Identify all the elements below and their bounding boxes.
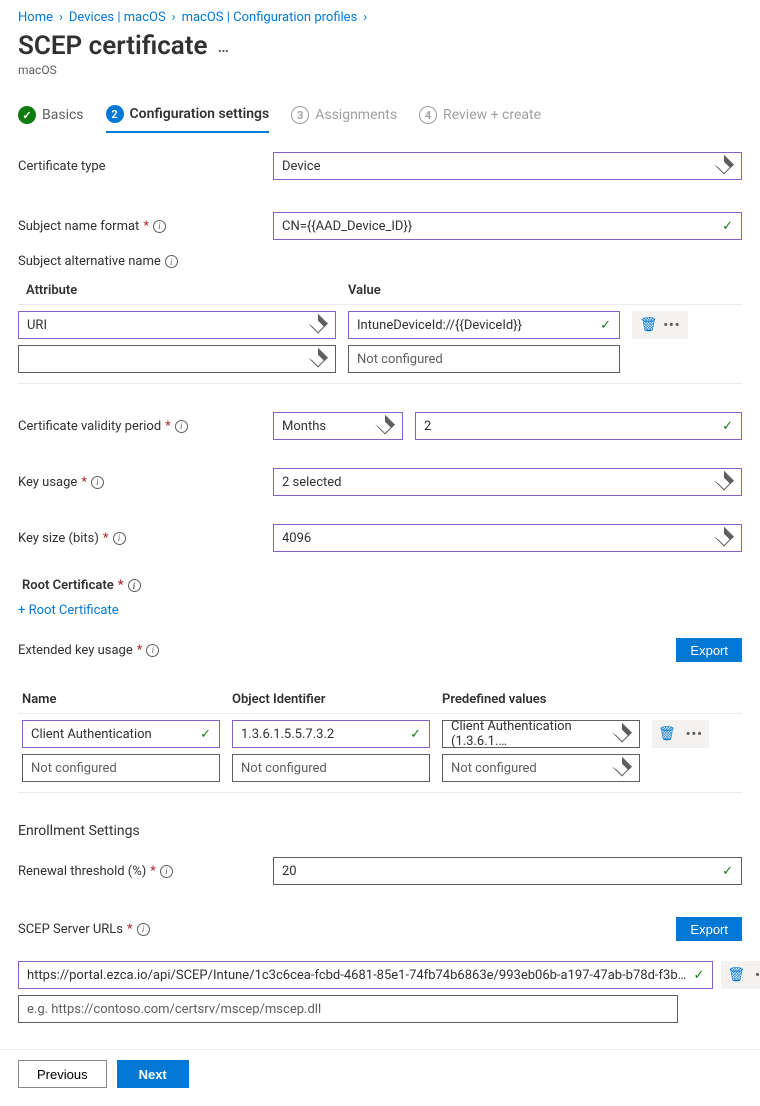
add-root-cert-link[interactable]: + Root Certificate <box>18 603 742 618</box>
label-renewal: Renewal threshold (%)* <box>18 864 273 879</box>
root-cert-heading: Root Certificate* <box>22 578 742 593</box>
step-number-badge: 4 <box>419 106 437 124</box>
next-button[interactable]: Next <box>117 1060 189 1088</box>
step-basics[interactable]: Basics <box>18 106 84 132</box>
san-value-input[interactable]: Not configured <box>348 345 620 373</box>
breadcrumb-home[interactable]: Home <box>18 10 53 25</box>
san-row: Not configured <box>18 345 742 373</box>
info-icon[interactable] <box>146 644 159 657</box>
check-icon <box>18 106 36 124</box>
label-validity: Certificate validity period* <box>18 419 273 434</box>
previous-button[interactable]: Previous <box>18 1060 107 1088</box>
chevron-right-icon: › <box>59 10 63 25</box>
label-subject-format: Subject name format* <box>18 219 273 234</box>
san-attr-select[interactable] <box>18 345 336 373</box>
san-attr-select[interactable]: URI <box>18 311 336 339</box>
more-icon[interactable]: … <box>217 37 229 56</box>
info-icon[interactable] <box>165 255 178 268</box>
key-usage-select[interactable]: 2 selected <box>273 468 742 496</box>
info-icon[interactable] <box>128 579 141 592</box>
label-key-usage: Key usage* <box>18 475 273 490</box>
renewal-input[interactable]: 20 <box>273 857 742 885</box>
validity-unit-select[interactable]: Months <box>273 412 403 440</box>
delete-icon[interactable]: 🗑 <box>727 967 745 983</box>
step-review: 4 Review + create <box>419 106 541 132</box>
export-urls-button[interactable]: Export <box>676 917 742 941</box>
san-row: URI IntuneDeviceId://{{DeviceId}} 🗑 ••• <box>18 311 742 339</box>
eku-pred-select[interactable]: Client Authentication (1.3.6.1.… <box>442 720 640 748</box>
cert-type-select[interactable]: Device <box>273 152 742 180</box>
eku-table-header: Name Object Identifier Predefined values <box>18 686 742 714</box>
wizard-footer: Previous Next <box>0 1049 760 1088</box>
more-icon[interactable]: ••• <box>686 727 703 742</box>
info-icon[interactable] <box>137 923 150 936</box>
label-san: Subject alternative name <box>18 254 742 269</box>
eku-name-input[interactable]: Client Authentication <box>22 720 220 748</box>
step-number-badge: 3 <box>291 106 309 124</box>
scep-url-row: e.g. https://contoso.com/certsrv/mscep/m… <box>18 995 742 1023</box>
san-table-header: Attribute Value <box>18 277 742 305</box>
eku-name-input[interactable]: Not configured <box>22 754 220 782</box>
step-configuration[interactable]: 2 Configuration settings <box>106 105 270 133</box>
label-cert-type: Certificate type <box>18 159 273 174</box>
more-icon[interactable]: ••• <box>755 968 760 983</box>
step-assignments: 3 Assignments <box>291 106 397 132</box>
info-icon[interactable] <box>175 420 188 433</box>
info-icon[interactable] <box>160 865 173 878</box>
delete-icon[interactable]: 🗑 <box>640 317 658 333</box>
key-size-select[interactable]: 4096 <box>273 524 742 552</box>
scep-url-input[interactable]: https://portal.ezca.io/api/SCEP/Intune/1… <box>18 961 713 989</box>
breadcrumb: Home › Devices | macOS › macOS | Configu… <box>18 10 742 25</box>
label-eku: Extended key usage* <box>18 643 159 658</box>
page-title: SCEP certificate … <box>18 31 742 61</box>
delete-icon[interactable]: 🗑 <box>658 726 676 742</box>
info-icon[interactable] <box>113 532 126 545</box>
label-key-size: Key size (bits)* <box>18 531 273 546</box>
breadcrumb-profiles[interactable]: macOS | Configuration profiles <box>182 10 358 25</box>
step-number-badge: 2 <box>106 105 124 123</box>
chevron-right-icon: › <box>363 10 367 25</box>
info-icon[interactable] <box>91 476 104 489</box>
eku-oid-input[interactable]: 1.3.6.1.5.5.7.3.2 <box>232 720 430 748</box>
export-eku-button[interactable]: Export <box>676 638 742 662</box>
info-icon[interactable] <box>153 220 166 233</box>
eku-oid-input[interactable]: Not configured <box>232 754 430 782</box>
wizard-steps: Basics 2 Configuration settings 3 Assign… <box>18 105 742 134</box>
eku-pred-select[interactable]: Not configured <box>442 754 640 782</box>
label-scep-urls: SCEP Server URLs* <box>18 922 150 937</box>
scep-url-row: https://portal.ezca.io/api/SCEP/Intune/1… <box>18 961 742 989</box>
breadcrumb-devices[interactable]: Devices | macOS <box>69 10 166 25</box>
chevron-right-icon: › <box>172 10 176 25</box>
enrollment-heading: Enrollment Settings <box>18 823 742 839</box>
more-icon[interactable]: ••• <box>663 318 680 333</box>
page-subtitle: macOS <box>18 63 742 77</box>
subject-format-input[interactable]: CN={{AAD_Device_ID}} <box>273 212 742 240</box>
eku-row: Not configured Not configured Not config… <box>18 754 742 782</box>
validity-value-input[interactable]: 2 <box>415 412 742 440</box>
san-value-input[interactable]: IntuneDeviceId://{{DeviceId}} <box>348 311 620 339</box>
scep-url-input[interactable]: e.g. https://contoso.com/certsrv/mscep/m… <box>18 995 678 1023</box>
eku-row: Client Authentication 1.3.6.1.5.5.7.3.2 … <box>18 720 742 748</box>
